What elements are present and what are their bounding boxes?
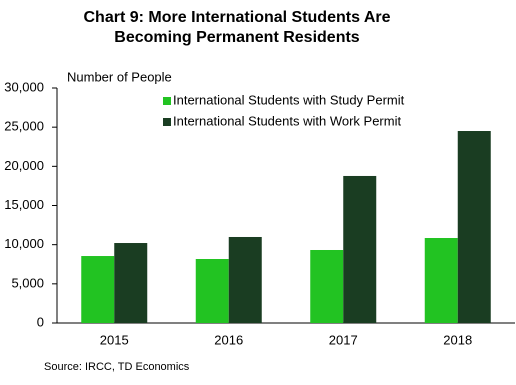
legend-label: International Students with Work Permit (173, 113, 401, 128)
x-tick-label: 2018 (443, 332, 472, 347)
bar (310, 249, 344, 323)
bar (195, 259, 229, 323)
legend-swatch (163, 97, 171, 105)
x-tick-label: 2017 (329, 332, 358, 347)
bar (81, 256, 115, 323)
x-tick-label: 2015 (100, 332, 129, 347)
legend-swatch (163, 118, 171, 126)
bar (424, 238, 458, 323)
chart-title: Chart 9: More International Students Are… (83, 9, 391, 46)
y-tick-label: 25,000 (4, 119, 44, 134)
y-tick-label: 10,000 (4, 236, 44, 251)
bar (228, 236, 262, 323)
x-tick-label: 2016 (214, 332, 243, 347)
legend-label: International Students with Study Permit (173, 92, 405, 107)
source: Source: IRCC, TD Economics (44, 361, 190, 373)
bar (343, 175, 377, 323)
y-tick-label: 20,000 (4, 158, 44, 173)
y-axis-label: Number of People (67, 69, 172, 84)
y-tick-label: 5,000 (11, 275, 44, 290)
bar (457, 131, 491, 323)
y-tick-label: 15,000 (4, 197, 44, 212)
bar (114, 243, 148, 323)
y-tick-label: 0 (37, 314, 44, 329)
y-tick-label: 30,000 (4, 79, 44, 94)
